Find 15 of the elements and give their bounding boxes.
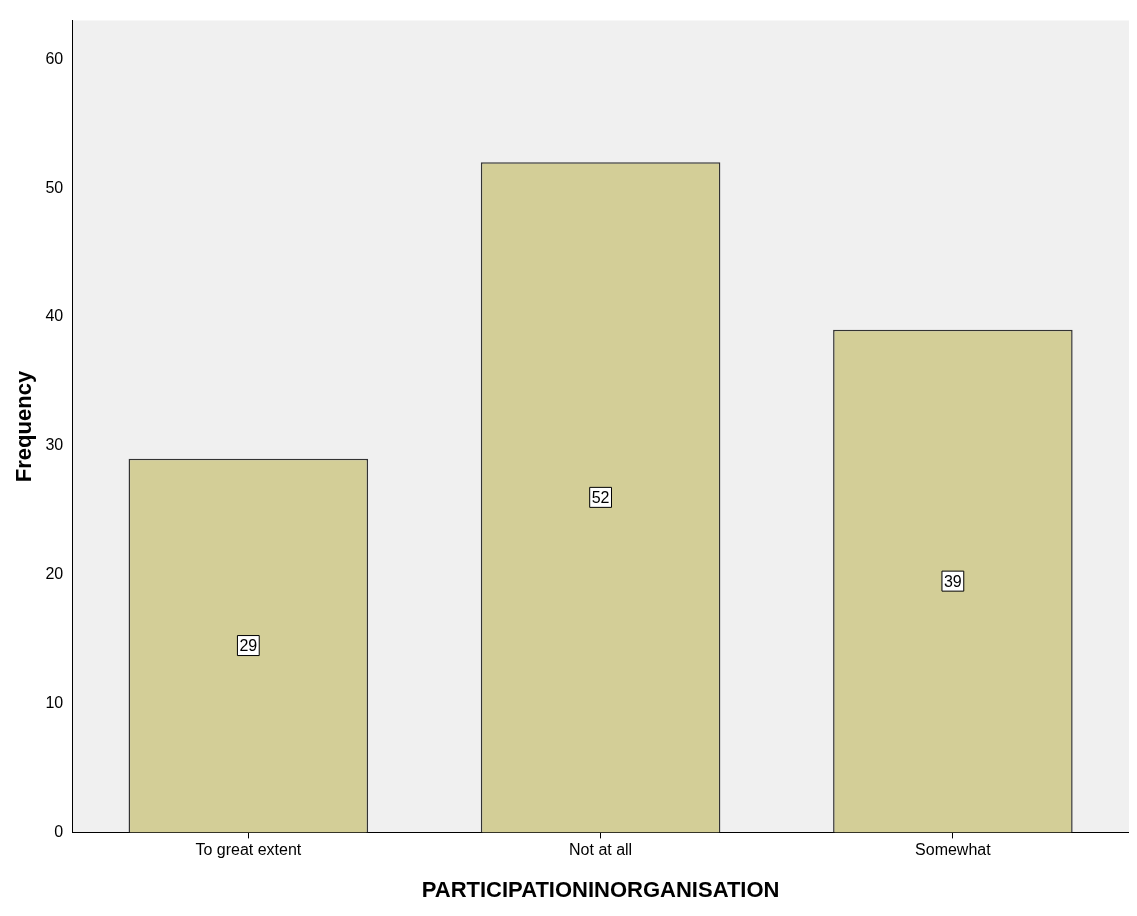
data-label: 39 [943, 572, 962, 590]
y-tick-label: 0 [54, 822, 64, 840]
data-label: 29 [239, 636, 258, 654]
y-tick-label: 30 [45, 436, 64, 454]
x-tick-label: To great extent [195, 841, 302, 859]
y-tick-label: 50 [45, 178, 64, 196]
x-tick-label: Somewhat [915, 841, 992, 859]
x-axis-title: PARTICIPATIONINORGANISATION [421, 876, 780, 902]
y-tick-label: 20 [45, 565, 64, 583]
y-tick-label: 10 [45, 693, 64, 711]
x-tick-label: Not at all [569, 841, 633, 859]
data-label: 52 [591, 488, 610, 506]
y-tick-label: 60 [45, 49, 64, 67]
y-axis-title: Frequency [11, 370, 37, 483]
y-tick-label: 40 [45, 307, 64, 325]
